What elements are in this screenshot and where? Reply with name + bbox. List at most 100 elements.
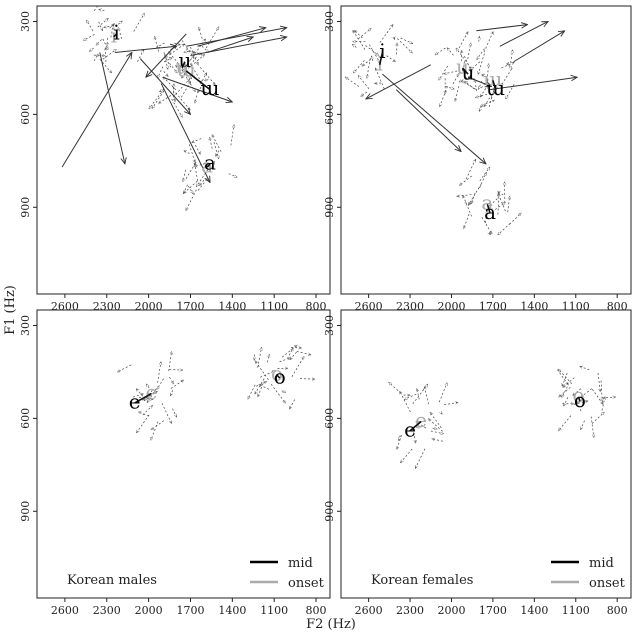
mean-trajectory [146,33,187,77]
token-trajectory [345,77,360,87]
y-tick-label: 600 [323,408,336,429]
token-trajectory [510,50,513,63]
token-trajectory [175,65,184,72]
legend: mid onset [250,556,325,591]
token-trajectory [195,95,198,104]
token-trajectory [482,73,485,76]
mean-trajectory [61,52,132,168]
token-trajectory [290,351,297,360]
onset-to-mid-line [577,396,581,402]
token-trajectory [157,66,164,78]
token-trajectory [590,416,594,438]
token-trajectory [509,213,522,225]
token-trajectory [99,9,105,10]
legend-onset-label: onset [589,576,626,591]
token-trajectory [151,421,159,440]
token-trajectory [117,21,122,25]
token-trajectory [190,54,204,67]
token-trajectory [444,402,458,406]
legend: mid onset [551,556,626,591]
panel-top-left: 2600 2300 2000 1700 1400 1100 800300600900iiuu… [19,5,331,313]
token-trajectory [507,62,510,65]
token-trajectory [438,65,448,80]
panel-label: Korean males [67,573,157,588]
token-trajectory [352,30,366,50]
x-tick-label: 2300 [396,604,424,617]
token-trajectory [488,86,495,107]
token-trajectory [353,60,365,73]
token-trajectory [456,194,472,197]
token-trajectory [155,36,159,52]
token-trajectory [205,27,220,49]
token-trajectory [483,31,494,53]
token-trajectory [117,364,132,373]
token-trajectory [441,413,442,414]
x-tick-label: 2300 [396,300,424,313]
token-trajectory [93,54,99,62]
token-trajectory [163,52,168,69]
token-trajectory [209,137,213,149]
token-trajectory [199,179,205,186]
vowel-mid-label: ɯ [201,76,220,100]
mean-trajectory [197,28,265,47]
token-trajectory [192,138,202,143]
x-tick-label: 1700 [479,300,507,313]
x-tick-label: 1400 [218,300,246,313]
token-trajectory [93,55,106,56]
token-trajectory [464,203,472,204]
token-trajectory [358,28,371,40]
token-trajectory [139,396,153,399]
vowel-onset-label: ɯ [483,67,502,91]
token-trajectory [133,394,143,398]
token-trajectory [580,366,590,371]
x-tick-label: 1400 [218,604,246,617]
token-trajectory [371,56,372,61]
token-trajectory [188,144,195,162]
token-trajectory [172,86,175,102]
token-trajectory [362,59,371,66]
legend-mid-label: mid [288,556,313,571]
panel-label: Korean females [371,573,473,588]
token-trajectory [183,180,198,193]
token-trajectory [488,85,494,103]
token-trajectory [399,391,411,413]
token-trajectory [396,43,397,55]
token-trajectory [215,150,220,157]
token-trajectory [181,56,197,78]
token-trajectory [201,45,209,52]
token-trajectory [185,162,197,179]
vowel-onset-label: ɯ [177,58,196,82]
x-tick-label: 2000 [437,300,465,313]
x-tick-label: 2300 [93,300,121,313]
x-tick-label: 1100 [562,604,590,617]
mean-trajectory [366,64,431,99]
vowel-onset-label: e [145,380,157,404]
vowel-onset-label: i [111,23,117,47]
mean-trajectory [382,73,486,164]
token-trajectory [354,30,363,39]
token-trajectory [435,47,446,56]
x-tick-label: 2600 [51,604,79,617]
x-axis-title: F2 (Hz) [306,617,356,632]
y-tick-label: 600 [19,104,32,125]
token-trajectory [397,38,412,53]
token-trajectory [257,347,262,368]
token-trajectory [432,428,438,429]
token-trajectory [149,88,165,109]
x-tick-label: 2000 [437,604,465,617]
token-trajectory [352,44,357,48]
legend-onset-label: onset [288,576,325,591]
token-trajectory [440,86,448,106]
token-trajectory [438,383,448,403]
token-trajectory [478,105,481,111]
y-tick-label: 300 [323,315,336,336]
onset-to-mid-line [461,67,469,75]
token-trajectory [389,382,402,394]
token-trajectory [136,414,150,433]
vowel-onset-label: o [573,383,585,407]
x-tick-label: 1100 [260,300,288,313]
x-tick-label: 1100 [562,300,590,313]
